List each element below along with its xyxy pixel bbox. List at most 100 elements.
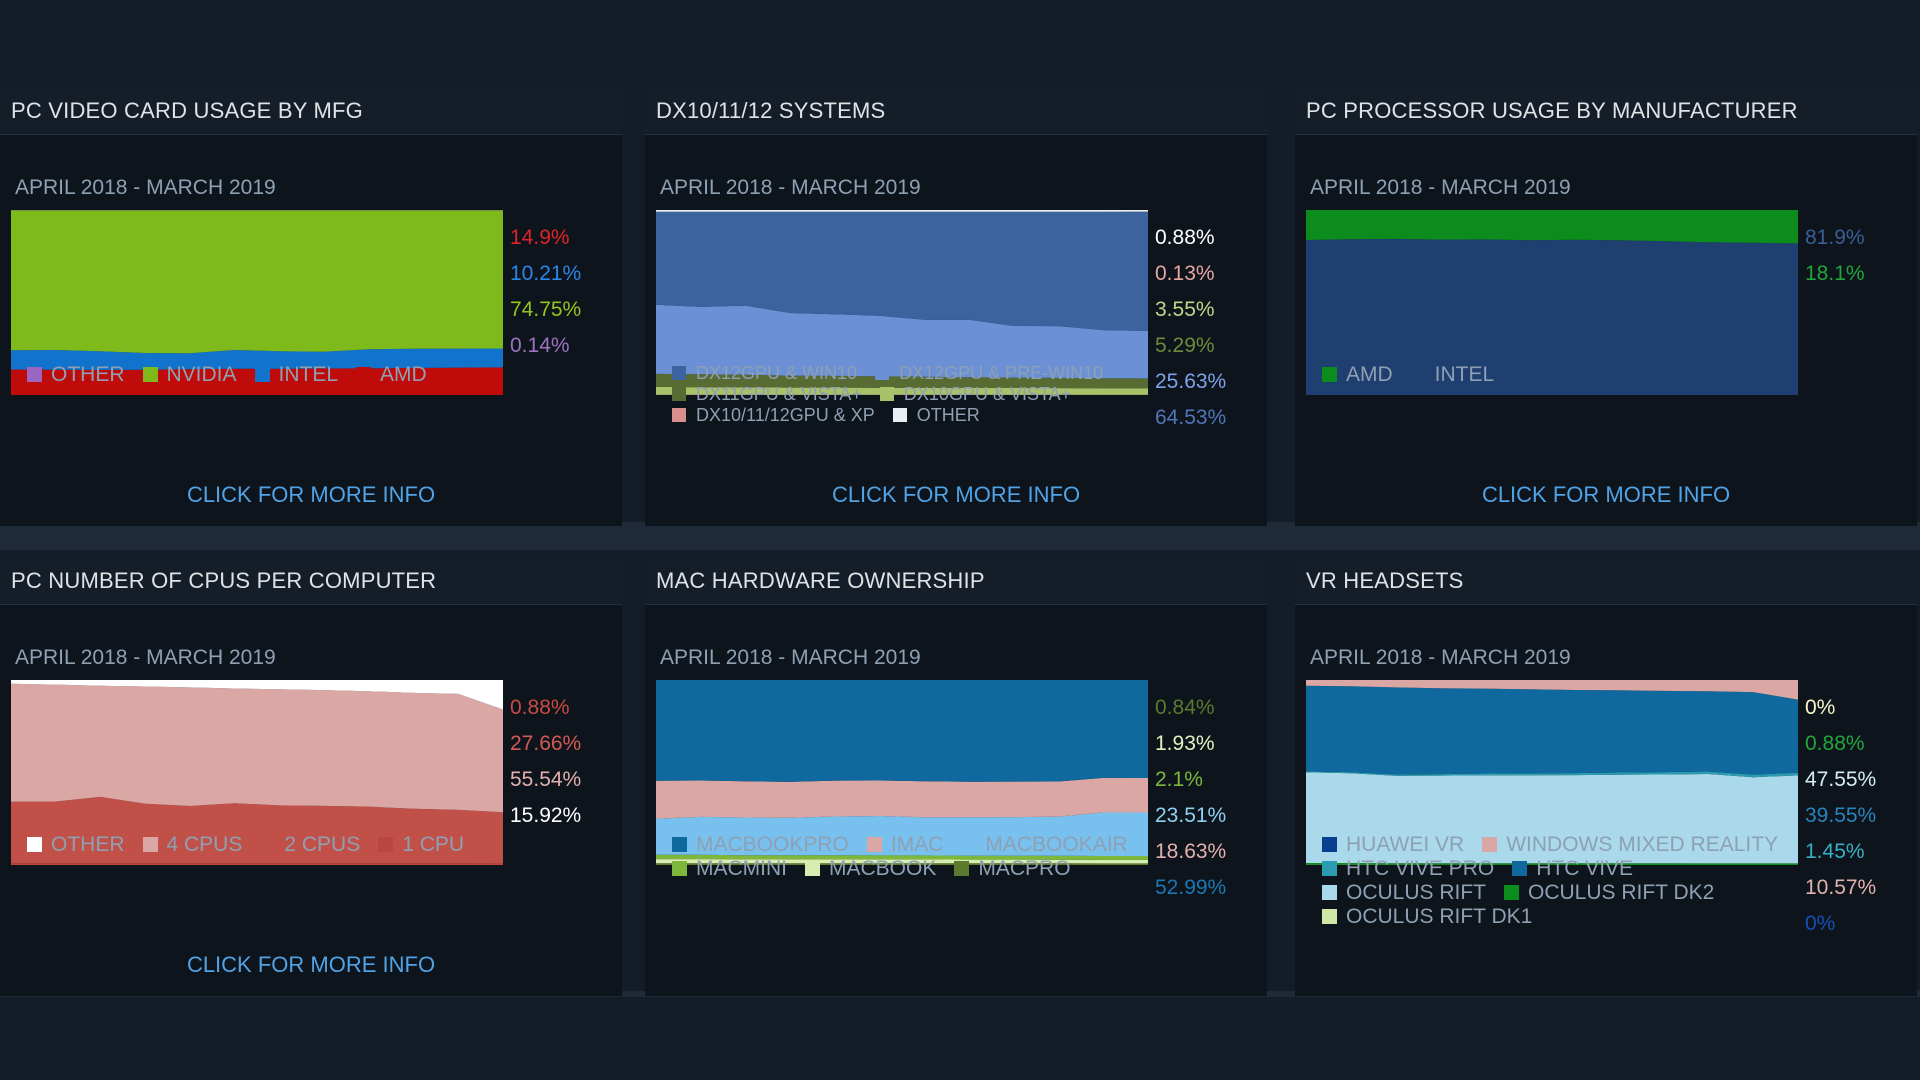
legend-item-other[interactable]: OTHER [27,363,125,387]
percentage-label: 18.1% [1805,262,1865,285]
legend-item-4-cpus[interactable]: 4 CPUS [142,833,242,857]
legend-swatch [805,861,820,876]
legend-item-dx10gpu-vista[interactable]: DX10GPU & Vista+ [879,384,1072,404]
legend-item-2-cpus[interactable]: 2 CPUS [260,833,360,857]
legend-item-imac[interactable]: IMAC [866,833,943,857]
date-range: APRIL 2018 - MARCH 2019 [15,646,276,669]
legend-item-huawei-vr[interactable]: HUAWEI VR [1322,833,1464,857]
legend-item-other[interactable]: OTHER [892,405,980,425]
legend-swatch [254,367,270,382]
legend-label: DX10GPU & Vista+ [903,384,1072,404]
legend-item-dx12gpu-win10[interactable]: DX12GPU & WIN10 [672,363,857,383]
percentage-labels: 0% 0.88% 47.55% 39.55% 1.45% 10.57% 0% [1805,697,1917,949]
legend-item-oculus-rift[interactable]: OCULUS RIFT [1322,881,1486,905]
date-range: APRIL 2018 - MARCH 2019 [1310,646,1571,669]
panel-title: MAC HARDWARE OWNERSHIP [656,568,985,593]
legend-item-htc-vive[interactable]: HTC VIVE [1512,857,1633,881]
legend-swatch [672,366,686,380]
legend-item-oculus-rift-dk2[interactable]: OCULUS RIFT DK2 [1504,881,1714,905]
more-info-link[interactable]: CLICK FOR MORE INFO [831,482,1081,507]
legend-item-macpro[interactable]: MACPRO [954,857,1071,881]
legend-item-other[interactable]: OTHER [27,833,125,857]
legend-swatch [879,387,894,401]
legend-swatch [1482,837,1498,852]
area-chart [656,210,1148,395]
chart-legend: OTHER NVIDIA INTEL AMD [27,363,617,387]
legend-label: DX12GPU & WIN10 [696,363,858,383]
legend-label: INTEL [278,363,339,386]
percentage-labels: 0.88% 27.66% 55.54% 15.92% [510,697,622,841]
legend-row: DX11GPU & Vista+ DX10GPU & Vista+ [672,384,1262,405]
legend-label: HTC VIVE [1536,857,1634,880]
legend-item-macbookpro[interactable]: MACBOOKPRO [672,833,849,857]
area-chart [656,680,1148,865]
legend-item-macbookair[interactable]: MACBOOKAIR [961,833,1128,857]
percentage-label: 5.29% [1155,334,1215,357]
panel-header: DX10/11/12 SYSTEMS [645,86,1267,135]
panel-header: PC PROCESSOR USAGE BY MANUFACTURER [1295,86,1917,135]
legend-item-amd[interactable]: AMD [1322,363,1393,387]
panel-title: PC VIDEO CARD USAGE BY MFG [11,98,363,123]
percentage-label: 0.88% [1805,732,1865,755]
area-series-macmini [656,854,1148,860]
legend-label: 1 CPU [402,833,465,856]
percentage-label: 64.53% [1155,406,1227,429]
legend-item-1-cpu[interactable]: 1 CPU [378,833,464,857]
percentage-label: 0% [1805,912,1836,935]
percentage-label: 23.51% [1155,804,1227,827]
percentage-label: 10.21% [510,262,582,285]
area-chart [11,210,503,395]
legend-row: MACMINI MACBOOK MACPRO [672,857,1262,881]
more-info-link[interactable]: CLICK FOR MORE INFO [186,482,436,507]
legend-item-intel[interactable]: INTEL [254,363,339,387]
legend-item-oculus-rift-dk1[interactable]: OCULUS RIFT DK1 [1322,905,1532,929]
more-info-link[interactable]: CLICK FOR MORE INFO [1481,482,1731,507]
legend-item-dx12gpu-pre-win10[interactable]: DX12GPU & Pre-WIN10 [875,363,1103,383]
chart-legend: AMD INTEL [1322,363,1912,387]
legend-item-intel[interactable]: INTEL [1410,363,1494,387]
legend-item-nvidia[interactable]: NVIDIA [142,363,237,387]
legend-label: MACPRO [978,857,1071,880]
legend-swatch [875,366,890,380]
legend-row: OCULUS RIFT DK1 [1322,905,1912,929]
percentage-label: 1.93% [1155,732,1215,755]
legend-item-dx10-11-12gpu-xp[interactable]: DX10/11/12GPU & XP [672,405,875,425]
panel-cpus: PC NUMBER OF CPUS PER COMPUTER APRIL 2018… [0,556,622,996]
legend-swatch [1322,885,1337,900]
legend-swatch [1512,861,1528,876]
legend-item-dx11gpu-vista[interactable]: DX11GPU & Vista+ [672,384,862,404]
panel-title: PC PROCESSOR USAGE BY MANUFACTURER [1306,98,1798,123]
area-series-4-cpus [11,683,503,813]
legend-item-macmini[interactable]: MACMINI [672,857,787,881]
row-separator [0,522,1920,550]
more-info-link[interactable]: CLICK FOR MORE INFO [186,952,436,977]
percentage-label: 39.55% [1805,804,1877,827]
legend-item-htc-vive-pro[interactable]: HTC VIVE PRO [1322,857,1494,881]
panel-mac-hardware: MAC HARDWARE OWNERSHIP APRIL 2018 - MARCH… [645,556,1267,996]
area-series-oculus-rift-dk2 [1306,863,1798,865]
legend-item-windows-mixed-reality[interactable]: WINDOWS MIXED REALITY [1482,833,1778,857]
area-series-macbookpro [656,680,1148,782]
area-series-1-cpu [11,863,503,865]
panel-dx-systems: DX10/11/12 SYSTEMS APRIL 2018 - MARCH 201… [645,86,1267,526]
legend-row: HTC VIVE PRO HTC VIVE [1322,857,1912,881]
percentage-label: 0.84% [1155,696,1215,719]
area-series-amd [1306,210,1798,244]
percentage-label: 0.13% [1155,262,1215,285]
area-series-dx12gpu-pre-win10 [656,304,1148,379]
percentage-label: 0.88% [1155,226,1215,249]
area-series-windows-mixed-reality [1306,680,1798,700]
legend-label: OCULUS RIFT [1346,881,1487,904]
legend-row: HUAWEI VR WINDOWS MIXED REALITY [1322,833,1912,857]
percentage-labels: 14.9% 10.21% 74.75% 0.14% [510,227,622,371]
panel-header: MAC HARDWARE OWNERSHIP [645,556,1267,605]
percentage-label: 1.45% [1805,840,1865,863]
area-series-htc-vive-pro [1306,771,1798,778]
legend-item-amd[interactable]: AMD [356,363,427,387]
area-series-nvidia [11,210,503,354]
legend-swatch [672,408,686,422]
legend-item-macbook[interactable]: MACBOOK [805,857,936,881]
percentage-label: 0.14% [510,334,570,357]
legend-label: MACMINI [696,857,787,880]
area-series-macbook [656,859,1148,864]
